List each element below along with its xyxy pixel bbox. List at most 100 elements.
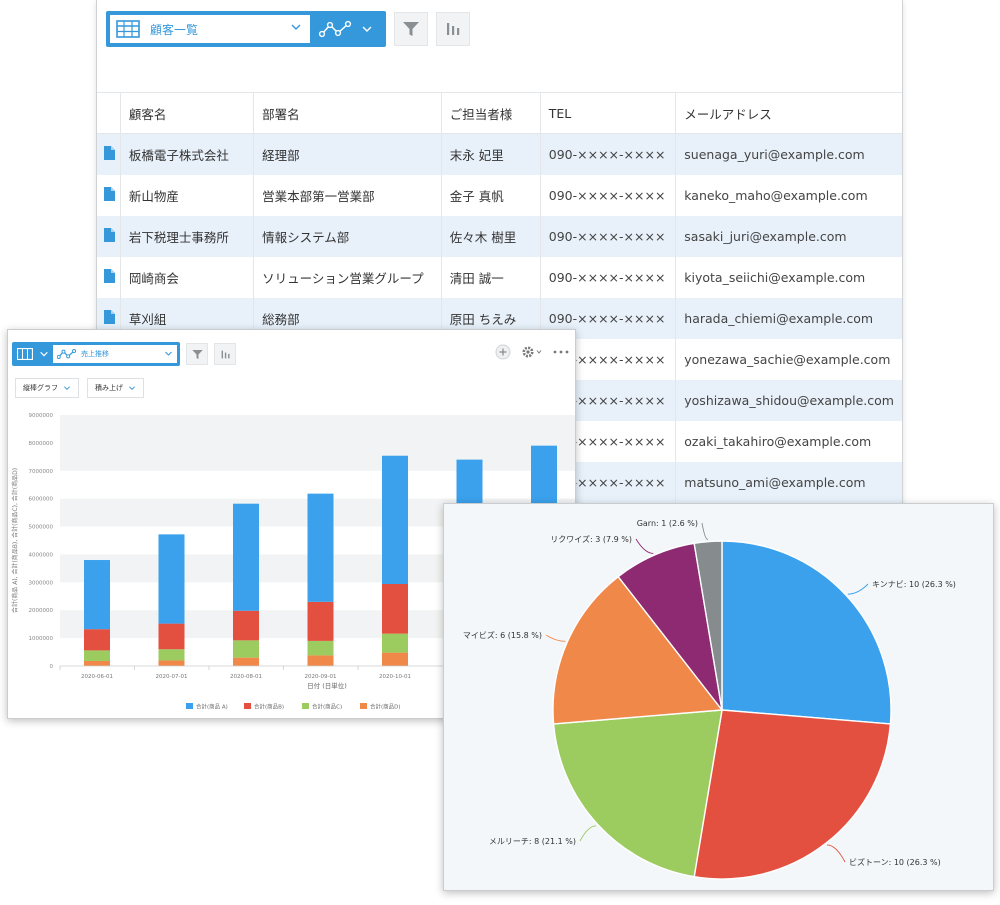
legend-label: 合計(商品C): [312, 703, 342, 711]
table-cell: yoshizawa_shidou@example.com: [675, 379, 902, 421]
column-header[interactable]: 顧客名: [119, 92, 254, 134]
column-header[interactable]: TEL: [539, 92, 676, 134]
view-select[interactable]: 顧客一覧: [110, 15, 310, 43]
column-header[interactable]: 部署名: [253, 92, 442, 134]
bar-segment: [382, 633, 408, 653]
table-cell: 新山物産: [119, 174, 254, 216]
pie-slice: [693, 540, 723, 711]
table-cell: 末永 妃里: [440, 133, 541, 175]
list-toolbar: 顧客一覧: [106, 11, 470, 47]
filter-button[interactable]: [186, 343, 208, 365]
table-row[interactable]: 板橋電子株式会社 経理部 末永 妃里 090-××××-×××× suenaga_yur…: [97, 133, 902, 175]
record-detail-cell[interactable]: [97, 215, 121, 257]
x-axis-label: 日付 (日単位): [307, 681, 347, 690]
y-tick-label: 8000000: [29, 441, 54, 447]
more-icon[interactable]: [553, 349, 569, 355]
stack-mode-dropdown[interactable]: 積み上げ: [87, 378, 144, 398]
column-header[interactable]: メールアドレス: [675, 92, 902, 134]
legend-swatch: [360, 703, 367, 709]
table-cell: ソリューション営業グループ: [253, 256, 442, 298]
graph-settings-button[interactable]: [214, 343, 236, 365]
document-icon[interactable]: [104, 186, 115, 201]
pie-slice: [693, 709, 892, 880]
bar-segment: [307, 640, 334, 656]
pie-label-line: [847, 583, 869, 595]
pie-slice: [552, 575, 724, 725]
legend-swatch: [186, 703, 193, 709]
document-icon[interactable]: [104, 145, 115, 160]
graph-actions: [495, 344, 569, 360]
y-tick-label: 5000000: [29, 525, 54, 531]
pie-slice-label: ビズトーン: 10 (26.3 %): [849, 857, 941, 867]
filter-icon: [403, 22, 419, 36]
document-icon[interactable]: [104, 268, 115, 283]
stack-mode-label: 積み上げ: [95, 384, 123, 392]
y-tick-label: 9000000: [29, 413, 54, 419]
chevron-down-icon: [64, 386, 70, 390]
table-cell: kaneko_maho@example.com: [675, 174, 902, 216]
table-cell: 090-××××-××××: [539, 256, 676, 298]
table-cell: 岩下税理士事務所: [119, 215, 254, 257]
graph-settings-button[interactable]: [436, 12, 470, 46]
table-cell: 090-××××-××××: [539, 215, 676, 257]
column-header[interactable]: ご担当者様: [440, 92, 541, 134]
record-detail-cell[interactable]: [97, 257, 120, 298]
y-tick-label: 1000000: [29, 636, 54, 642]
table-view-button[interactable]: [15, 345, 35, 363]
y-tick-label: 3000000: [29, 580, 54, 586]
record-detail-cell[interactable]: [97, 175, 120, 216]
table-view-icon: [17, 348, 33, 360]
record-detail-cell[interactable]: [97, 297, 121, 339]
bar-segment: [158, 660, 185, 666]
bar-chart-icon: [221, 350, 230, 358]
pie-slice-label: メルリーチ: 8 (21.1 %): [489, 837, 576, 846]
pie-chart-panel: キンナビ: 10 (26.3 %) ビズトーン: 10 (26.3 %) メルリーチ…: [443, 503, 994, 891]
graph-view-button[interactable]: [310, 15, 382, 43]
table-cell: sasaki_juri@example.com: [675, 215, 902, 257]
legend-label: 合計(商品B): [254, 703, 284, 711]
table-row[interactable]: 岡崎商会 ソリューション営業グループ 清田 誠一 090-××××-×××× kiyot…: [97, 256, 902, 298]
pie-chart: キンナビ: 10 (26.3 %) ビズトーン: 10 (26.3 %) メルリーチ…: [463, 519, 956, 880]
table-cell: 営業本部第一営業部: [253, 174, 442, 216]
table-row[interactable]: 岩下税理士事務所 情報システム部 佐々木 樹里 090-××××-×××× sasaki…: [97, 215, 902, 257]
table-cell: 090-××××-××××: [539, 174, 676, 216]
add-icon[interactable]: [495, 344, 511, 360]
bar-segment: [233, 640, 259, 658]
document-icon[interactable]: [104, 227, 115, 242]
pie-slice: [552, 709, 723, 878]
graph-toolbar: 売上推移: [12, 342, 236, 366]
bar-segment: [307, 493, 334, 602]
gear-icon[interactable]: [521, 345, 543, 359]
chevron-down-icon: [165, 351, 172, 356]
bar-segment: [158, 534, 185, 624]
bar-segment: [84, 560, 110, 630]
table-cell: 佐々木 樹里: [440, 215, 541, 257]
table-header-spacer: [97, 92, 121, 134]
x-tick-label: 2020-06-01: [81, 674, 113, 680]
table-row[interactable]: 新山物産 営業本部第一営業部 金子 真帆 090-××××-×××× kaneko_ma…: [97, 174, 902, 216]
pie-slice-label: キンナビ: 10 (26.3 %): [872, 580, 956, 589]
y-tick-label: 0: [50, 664, 54, 670]
chevron-down-icon: [129, 386, 135, 390]
table-cell: 岡崎商会: [119, 256, 254, 298]
record-detail-cell[interactable]: [97, 133, 121, 175]
table-cell: 板橋電子株式会社: [119, 133, 254, 175]
grid-band: [60, 415, 575, 443]
y-tick-label: 7000000: [29, 469, 54, 475]
chevron-down-icon: [291, 24, 301, 30]
graph-view-select[interactable]: 売上推移: [53, 345, 177, 363]
pie-slice-label: リクワイズ: 3 (7.9 %): [550, 534, 632, 544]
bar-segment: [382, 652, 408, 666]
document-icon[interactable]: [104, 309, 115, 324]
table-cell: matsuno_ami@example.com: [675, 461, 902, 503]
filter-button[interactable]: [394, 12, 428, 46]
x-tick-label: 2020-10-01: [379, 674, 411, 680]
chart-type-dropdown[interactable]: 縦棒グラフ: [15, 378, 79, 398]
graph-view-switcher: 売上推移: [12, 342, 180, 366]
legend-swatch: [302, 703, 309, 709]
bar-segment: [307, 655, 334, 666]
table-cell: ozaki_takahiro@example.com: [675, 420, 902, 462]
bar-segment: [84, 660, 110, 666]
pie-slice-label: マイビズ: 6 (15.8 %): [463, 630, 542, 640]
pie-slice: [721, 540, 892, 725]
